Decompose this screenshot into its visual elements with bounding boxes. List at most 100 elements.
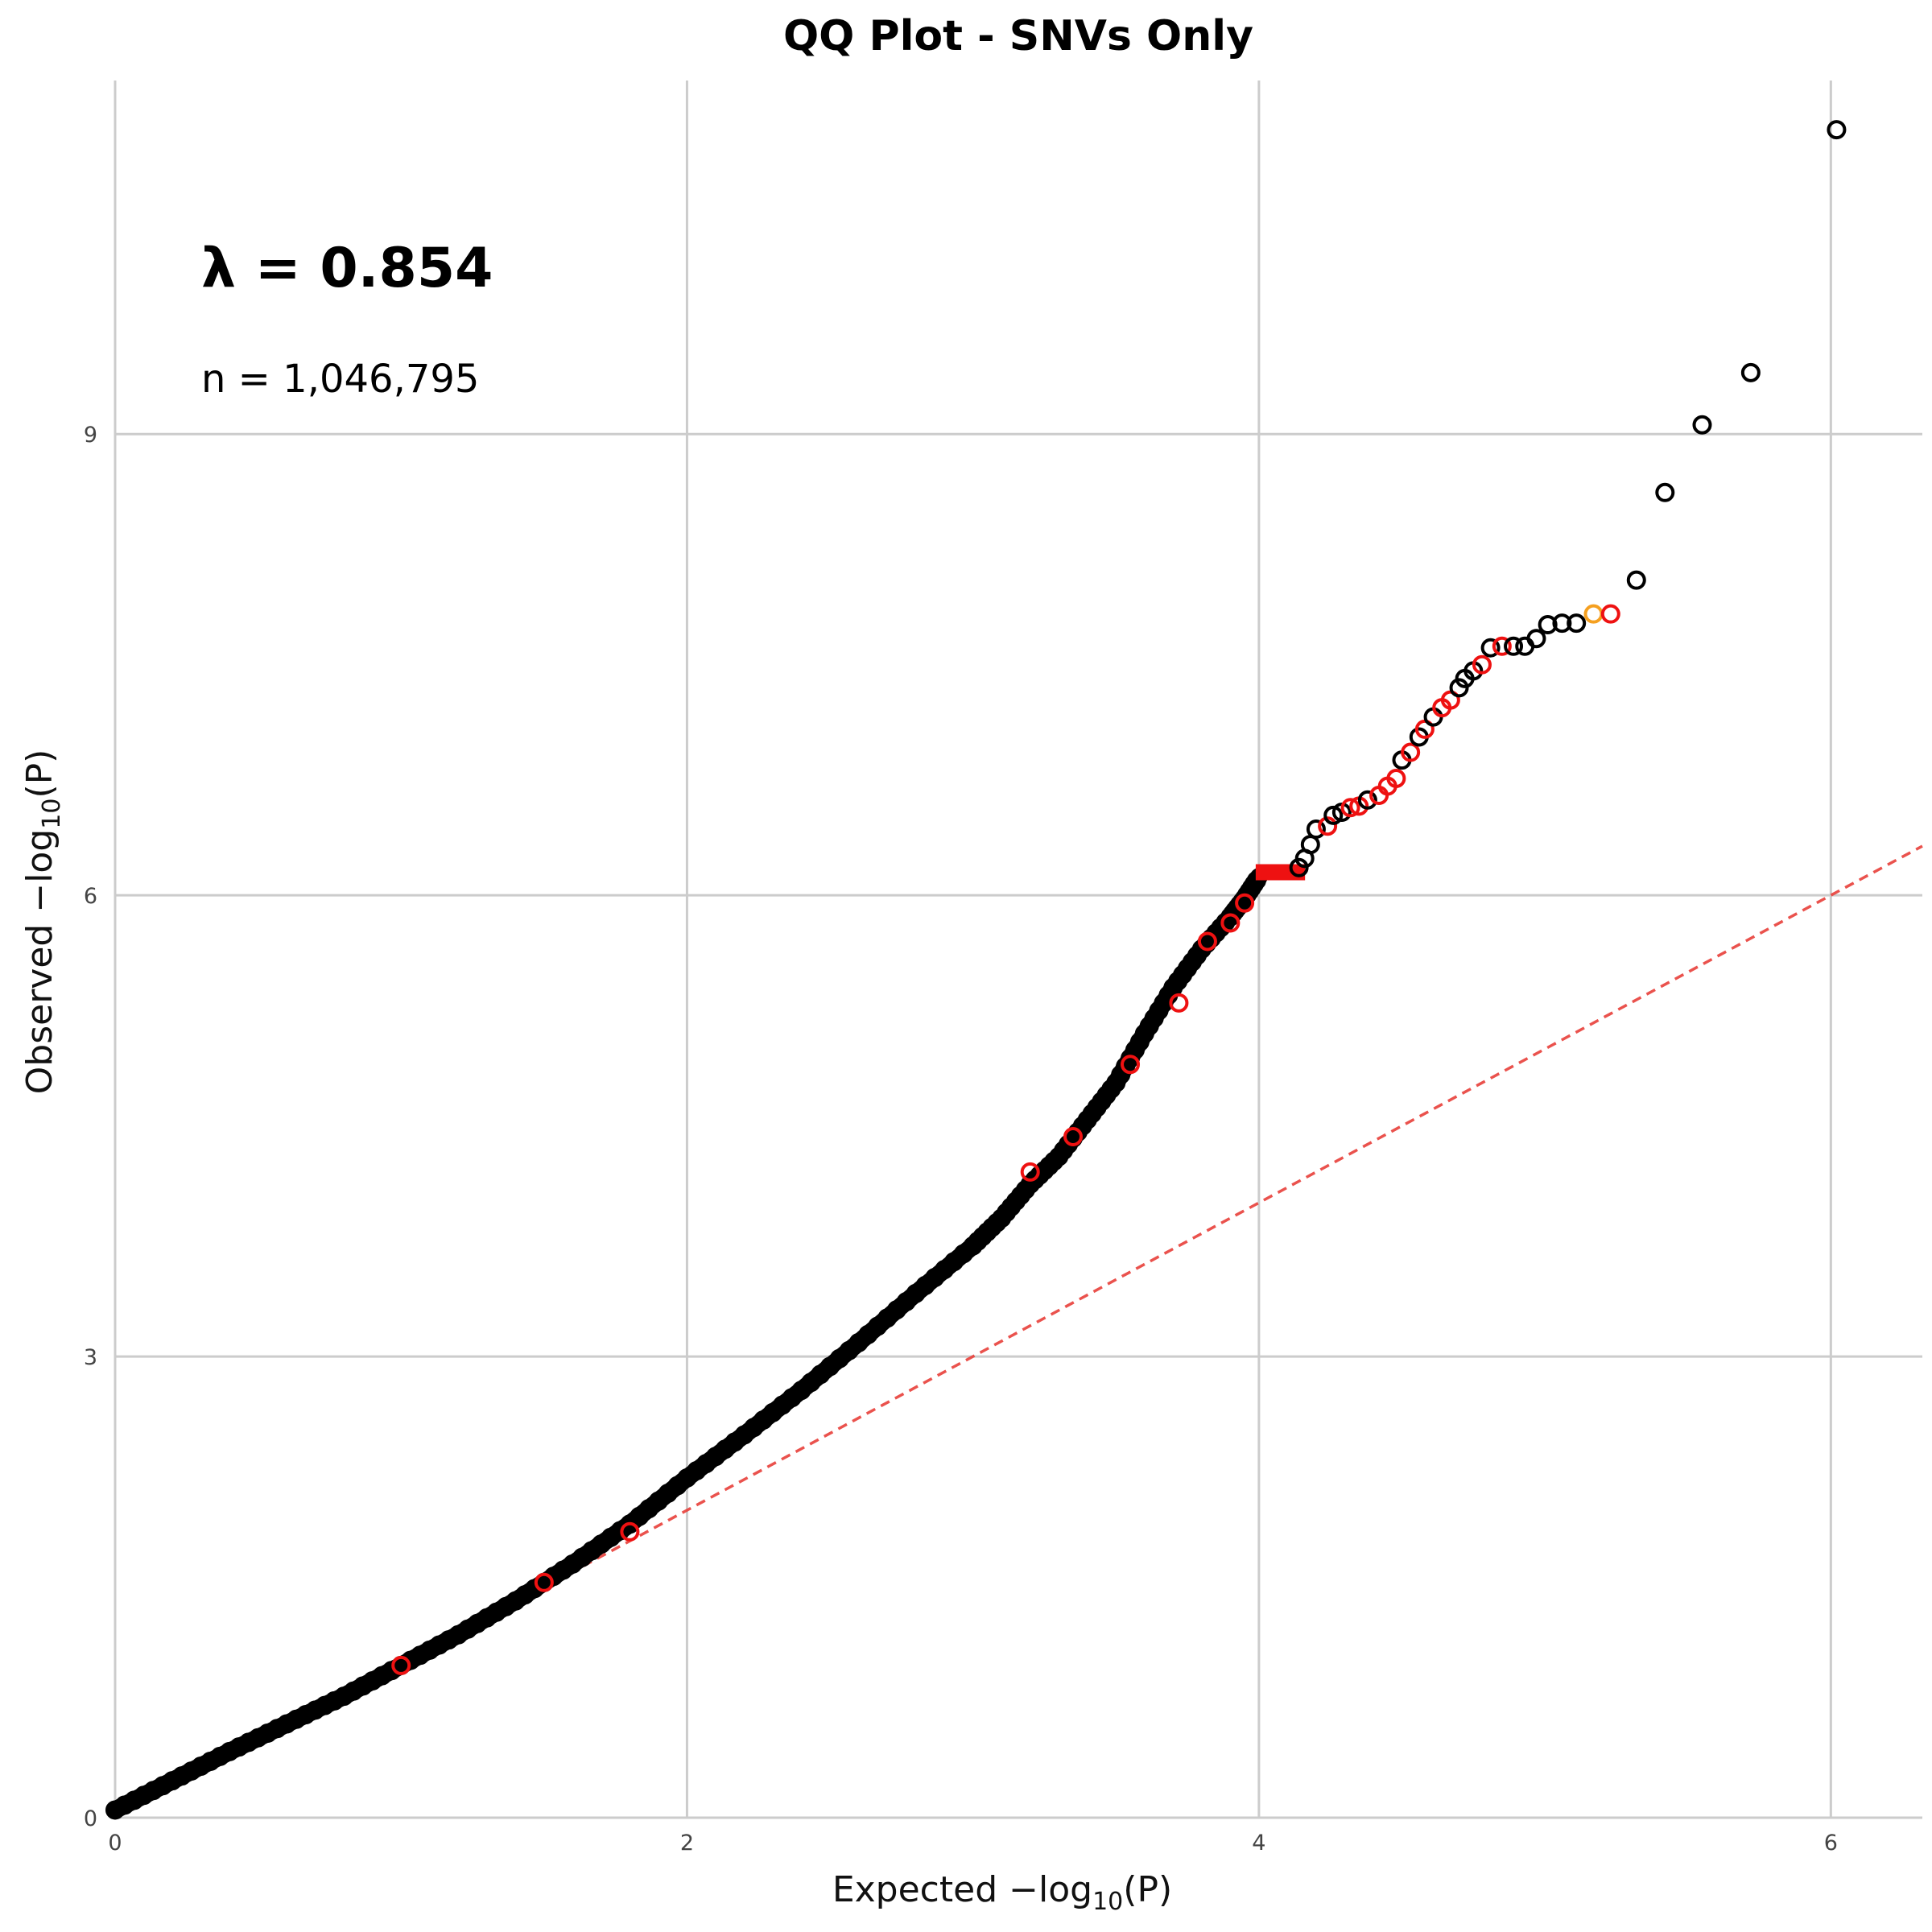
qq-curve-point [486,1602,506,1622]
x-axis-label-arg: (P) [1123,1869,1172,1910]
y-axis-label: Observed −log10(P) [19,749,66,1095]
y-tick-label: 9 [84,423,97,448]
qq-points-layer [1289,120,1847,877]
qq-curve-point [134,1785,154,1806]
qq-curve-point [987,1212,1007,1232]
qq-curve-point [410,1645,430,1666]
qq-curve-point [200,1751,221,1771]
qq-curve-point [124,1790,144,1810]
qq-curve-point [153,1776,173,1796]
qq-curve-point [229,1737,249,1757]
qq-tail-point [1740,362,1761,382]
qq-curve-point [277,1714,297,1734]
x-axis-label-sub: 10 [1092,1888,1123,1916]
qq-tail-point [1538,615,1558,635]
qq-tail-point [1526,629,1546,649]
qq-curve-point [1201,928,1221,948]
qq-curve-red-point [1220,913,1241,933]
x-tick-label: 6 [1824,1831,1838,1856]
qq-tail-point [1340,798,1360,818]
qq-tail-point [1655,482,1675,502]
qq-tail-point [1480,638,1501,658]
qq-curve-red-point [1063,1126,1083,1146]
qq-tail-point [1692,415,1712,435]
qq-tail-point [1492,636,1512,656]
qq-tail-point [1827,120,1847,140]
qq-curve-point [324,1690,345,1711]
qq-curve-point [477,1608,497,1628]
qq-tail-point [1583,604,1604,624]
qq-curve-point [286,1709,306,1729]
qq-curve-point [543,1567,564,1587]
qq-curve-red-point [534,1572,554,1592]
qq-curve-point [448,1624,469,1645]
qq-curve-point [305,1700,325,1720]
qq-curve-point [191,1757,211,1777]
qq-curve-point [467,1613,487,1633]
qq-curve-point [458,1619,478,1639]
qq-tail-point [1626,570,1646,590]
x-axis-label-minus: − [1009,1869,1038,1910]
y-tick-label: 3 [84,1345,97,1370]
qq-curve-point [344,1681,364,1701]
y-axis-label-sub: 10 [38,799,66,829]
qq-curve-point [382,1661,402,1681]
qq-curve-point [220,1741,240,1761]
qq-curve-red-point [1235,893,1255,913]
qq-curve-red-point [1197,931,1217,952]
qq-tail-point [1386,769,1406,789]
qq-curve-point [553,1560,573,1580]
qq-tail-point [1567,613,1587,634]
qq-curve-point [181,1761,201,1781]
qq-tail-point [1401,742,1421,762]
lambda-annotation: λ = 0.854 [201,237,493,300]
qq-curve-point [315,1695,335,1715]
x-axis-label: Expected −log10(P) [832,1869,1172,1916]
qq-plateau [1255,864,1306,881]
qq-tail-point [1323,805,1344,825]
qq-tail-point [1552,613,1572,634]
qq-tail-point [1318,816,1338,836]
qq-curve-point [372,1666,392,1686]
qq-curve-point [429,1635,449,1655]
n-annotation: n = 1,046,795 [201,357,479,402]
chart-title: QQ Plot - SNVs Only [783,12,1253,60]
x-tick-label: 4 [1252,1831,1265,1856]
y-tick-label: 6 [84,884,97,909]
x-axis-label-log: log [1038,1869,1092,1910]
qq-curve-point [105,1800,125,1820]
y-axis-label-log: log [19,829,60,883]
y-axis-label-arg: (P) [19,749,60,799]
qq-curve-point [171,1766,192,1786]
qq-curve-point [496,1596,516,1616]
x-axis-label-text: Expected [832,1869,997,1910]
qq-curve-point [439,1630,459,1650]
qq-curve-point [334,1686,354,1707]
qq-curve-red-point [1169,993,1189,1013]
qq-curve-point [419,1640,440,1660]
qq-tail-point [1306,819,1326,840]
qq-curve-point [143,1781,163,1801]
qq-curve-point [238,1732,258,1752]
qq-curve-point [506,1591,526,1611]
qq-curve-red-point [1020,1162,1040,1182]
qq-curve-point [401,1650,421,1670]
qq-curve-point [1211,918,1231,938]
grid-lines [114,80,1922,1819]
qq-tail-point [1504,636,1524,656]
tick-labels: 0 2 4 6 0 3 6 9 [84,423,1838,1856]
qq-curve-red-point [620,1521,640,1542]
y-axis-label-minus: − [19,883,60,913]
qq-curve-point [248,1728,268,1748]
qq-curve-point [210,1746,230,1766]
qq-curve-point [163,1771,183,1791]
qq-curve-point [114,1795,134,1815]
qq-tail-point [1300,835,1320,855]
y-axis-label-text: Observed [19,924,60,1095]
qq-curve-point [524,1579,544,1599]
x-tick-label: 0 [108,1831,122,1856]
qq-curve-point [267,1719,287,1739]
qq-curve-layer [105,864,1306,1820]
qq-curve-red-point [391,1655,411,1675]
